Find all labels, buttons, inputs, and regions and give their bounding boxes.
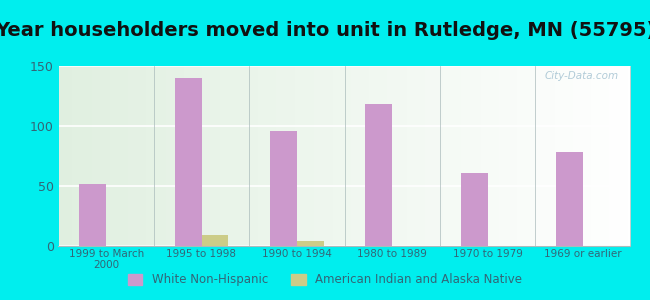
Bar — [202, 235, 228, 246]
Bar — [79, 184, 106, 246]
Bar — [556, 152, 583, 246]
Bar — [461, 173, 488, 246]
Text: Year householders moved into unit in Rutledge, MN (55795): Year householders moved into unit in Rut… — [0, 21, 650, 40]
Bar — [365, 104, 392, 246]
Legend: White Non-Hispanic, American Indian and Alaska Native: White Non-Hispanic, American Indian and … — [124, 269, 526, 291]
Bar — [270, 131, 297, 246]
Text: City-Data.com: City-Data.com — [545, 71, 619, 81]
Bar — [175, 78, 202, 246]
Bar — [297, 241, 324, 246]
